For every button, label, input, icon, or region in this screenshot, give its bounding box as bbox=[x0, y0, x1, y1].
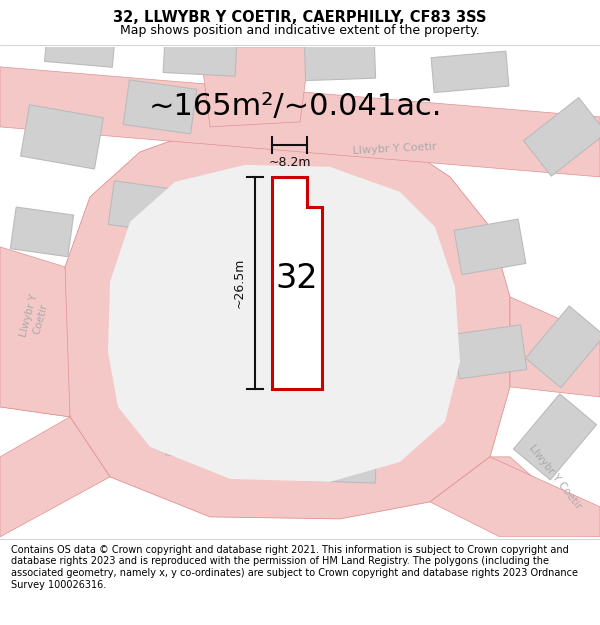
Bar bbox=[163, 38, 237, 76]
Polygon shape bbox=[430, 457, 600, 537]
Polygon shape bbox=[60, 122, 510, 519]
Bar bbox=[524, 98, 600, 176]
Bar bbox=[44, 26, 115, 68]
Text: Contains OS data © Crown copyright and database right 2021. This information is : Contains OS data © Crown copyright and d… bbox=[11, 545, 578, 589]
Bar bbox=[166, 413, 234, 461]
Polygon shape bbox=[0, 67, 600, 177]
Bar bbox=[304, 43, 376, 81]
Polygon shape bbox=[0, 267, 70, 417]
Bar bbox=[10, 207, 74, 257]
Text: Llwybr Y Coetir: Llwybr Y Coetir bbox=[527, 442, 583, 511]
Text: Llwybr Y Coetir: Llwybr Y Coetir bbox=[353, 142, 437, 156]
Bar bbox=[453, 325, 527, 379]
Bar bbox=[108, 181, 176, 233]
Text: Map shows position and indicative extent of the property.: Map shows position and indicative extent… bbox=[120, 24, 480, 37]
Text: 32, LLWYBR Y COETIR, CAERPHILLY, CF83 3SS: 32, LLWYBR Y COETIR, CAERPHILLY, CF83 3S… bbox=[113, 10, 487, 25]
Polygon shape bbox=[0, 247, 70, 417]
Polygon shape bbox=[272, 177, 322, 389]
Text: Llwybr Y
Coetir: Llwybr Y Coetir bbox=[19, 292, 52, 341]
Bar bbox=[514, 394, 596, 480]
Polygon shape bbox=[490, 457, 600, 537]
Polygon shape bbox=[0, 417, 110, 537]
Bar bbox=[304, 441, 377, 483]
Text: ~26.5m: ~26.5m bbox=[233, 258, 245, 308]
Bar bbox=[20, 105, 103, 169]
Text: 32: 32 bbox=[275, 262, 319, 296]
Bar bbox=[526, 306, 600, 388]
Bar bbox=[454, 219, 526, 274]
Polygon shape bbox=[510, 297, 600, 397]
Polygon shape bbox=[200, 47, 310, 127]
Polygon shape bbox=[108, 165, 460, 482]
Bar bbox=[123, 80, 197, 134]
Text: ~8.2m: ~8.2m bbox=[268, 156, 311, 169]
Bar bbox=[431, 51, 509, 92]
Text: ~165m²/~0.041ac.: ~165m²/~0.041ac. bbox=[148, 92, 442, 121]
